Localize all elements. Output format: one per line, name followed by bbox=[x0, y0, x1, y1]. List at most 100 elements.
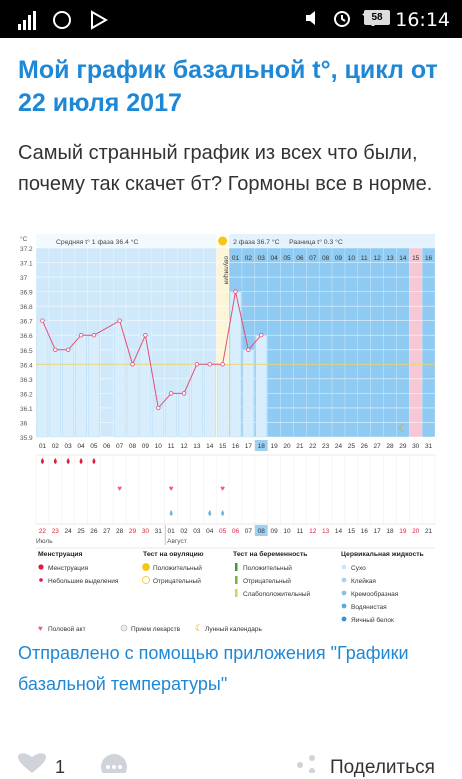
cycle-day-label: 10 bbox=[155, 443, 163, 450]
alarm-icon bbox=[334, 11, 350, 27]
volume-icon bbox=[306, 11, 315, 25]
temp-point bbox=[207, 362, 212, 367]
y-tick-label: 35.9 bbox=[20, 435, 33, 442]
temp-point bbox=[181, 391, 187, 396]
calendar-date: 31 bbox=[155, 528, 163, 535]
phase2-day-label: 15 bbox=[412, 255, 420, 262]
cycle-day-label: 05 bbox=[90, 443, 98, 450]
medication-icon bbox=[120, 624, 128, 632]
legend-pregnancy-icon bbox=[235, 563, 238, 571]
temp-point bbox=[40, 318, 45, 323]
comment-icon[interactable] bbox=[100, 753, 128, 773]
like-icon[interactable] bbox=[18, 753, 46, 773]
highlight-column bbox=[409, 248, 423, 437]
cervical-icon bbox=[221, 510, 225, 516]
y-tick-label: 36.7 bbox=[20, 319, 33, 326]
y-tick-label: 36.8 bbox=[20, 304, 33, 311]
y-tick-label: 36 bbox=[20, 420, 28, 427]
phase2-day-label: 08 bbox=[322, 255, 330, 262]
temp-bar bbox=[126, 364, 139, 438]
calendar-date: 29 bbox=[129, 528, 137, 535]
temp-bar bbox=[139, 335, 152, 438]
legend-item: Слабоположительный bbox=[243, 590, 311, 598]
menstruation-drop bbox=[53, 458, 57, 464]
cycle-day-label: 11 bbox=[168, 443, 175, 450]
y-tick-label: 36.6 bbox=[20, 333, 33, 340]
phase2-day-label: 14 bbox=[399, 255, 407, 262]
temp-bar bbox=[204, 364, 216, 438]
calendar-date: 12 bbox=[309, 528, 317, 535]
phase2-day-label: 06 bbox=[296, 255, 304, 262]
phase2-label: 2 фаза 36.7 °C bbox=[233, 238, 280, 246]
temp-bar bbox=[255, 335, 267, 438]
calendar-date: 24 bbox=[65, 528, 73, 535]
temp-point bbox=[91, 333, 97, 338]
cycle-day-label: 21 bbox=[296, 443, 304, 450]
cycle-day-label: 09 bbox=[142, 443, 150, 450]
menstruation-drop bbox=[40, 458, 44, 464]
calendar-date: 28 bbox=[116, 528, 124, 535]
phase2-day-label: 07 bbox=[309, 255, 317, 262]
legend-drop-icon bbox=[39, 578, 43, 582]
post-description: Самый странный график из всех что были, … bbox=[18, 142, 433, 195]
legend-item: Водянистая bbox=[351, 604, 387, 611]
temp-bar bbox=[178, 393, 190, 438]
temp-point bbox=[117, 318, 122, 323]
calendar-date: 09 bbox=[270, 528, 278, 535]
calendar-date: 03 bbox=[193, 528, 201, 535]
temp-point bbox=[246, 347, 251, 352]
app-link[interactable]: Отправлено с помощью приложения "Графики… bbox=[18, 643, 409, 694]
legend-item: Клейкая bbox=[351, 577, 376, 585]
calendar-date: 22 bbox=[39, 528, 47, 535]
phase2-day-label: 12 bbox=[373, 255, 381, 262]
legend-ovulation-icon bbox=[142, 576, 150, 584]
temp-bar bbox=[216, 364, 229, 438]
today-date-marker bbox=[254, 525, 268, 536]
temp-bar bbox=[49, 349, 61, 438]
calendar-date: 04 bbox=[206, 528, 214, 535]
month-label: Июль bbox=[36, 538, 53, 545]
battery-icon: 58 bbox=[364, 10, 390, 25]
phase2-day-label: 13 bbox=[386, 255, 394, 262]
temp-point bbox=[233, 289, 238, 294]
post-title[interactable]: Мой график базальной t°, цикл от 22 июля… bbox=[18, 56, 438, 117]
legend-pregnancy-icon bbox=[235, 589, 238, 597]
cycle-day-label: 13 bbox=[193, 443, 201, 450]
cycle-day-label: 01 bbox=[39, 443, 47, 450]
temp-point bbox=[78, 333, 84, 338]
share-button[interactable]: Поделиться bbox=[330, 757, 435, 778]
legend-title: Тест на беременность bbox=[233, 550, 307, 558]
temp-bar bbox=[62, 349, 74, 438]
legend-item: Яичный белок bbox=[351, 616, 394, 624]
legend-title: Менструация bbox=[38, 551, 83, 558]
cycle-day-label: 06 bbox=[103, 443, 111, 450]
legend-item: Положительный bbox=[243, 564, 292, 572]
share-icon[interactable] bbox=[296, 753, 316, 773]
cycle-day-label: 02 bbox=[52, 443, 60, 450]
phase2-day-label: 10 bbox=[348, 255, 356, 262]
phase2-day-label: 03 bbox=[258, 255, 266, 262]
temp-bar bbox=[191, 364, 203, 438]
calendar-date: 11 bbox=[296, 528, 303, 535]
intercourse-icon: ♥ bbox=[169, 484, 174, 493]
cycle-day-label: 15 bbox=[219, 443, 227, 450]
phase2-day-label: 09 bbox=[335, 255, 343, 262]
cycle-day-label: 16 bbox=[232, 443, 240, 450]
legend-item: Половой акт bbox=[48, 625, 86, 633]
status-bar: 58 16:14 bbox=[0, 0, 462, 38]
calendar-date: 25 bbox=[77, 528, 85, 535]
phase2-day-label: 04 bbox=[270, 255, 278, 262]
difference-label: Разница t° 0.3 °C bbox=[289, 238, 343, 246]
calendar-date: 08 bbox=[258, 528, 266, 535]
legend-title: Цервикальная жидкость bbox=[341, 551, 424, 558]
cycle-day-label: 31 bbox=[425, 443, 433, 450]
ovulation-label: овуляция bbox=[223, 256, 230, 285]
today-marker bbox=[254, 440, 268, 451]
calendar-date: 10 bbox=[283, 528, 291, 535]
cycle-day-label: 14 bbox=[206, 443, 214, 450]
temp-bar bbox=[114, 320, 126, 438]
phase2-day-label: 01 bbox=[232, 255, 240, 262]
temp-point bbox=[168, 391, 174, 396]
phase2-day-label: 02 bbox=[245, 255, 253, 262]
intercourse-icon: ♥ bbox=[220, 484, 225, 493]
